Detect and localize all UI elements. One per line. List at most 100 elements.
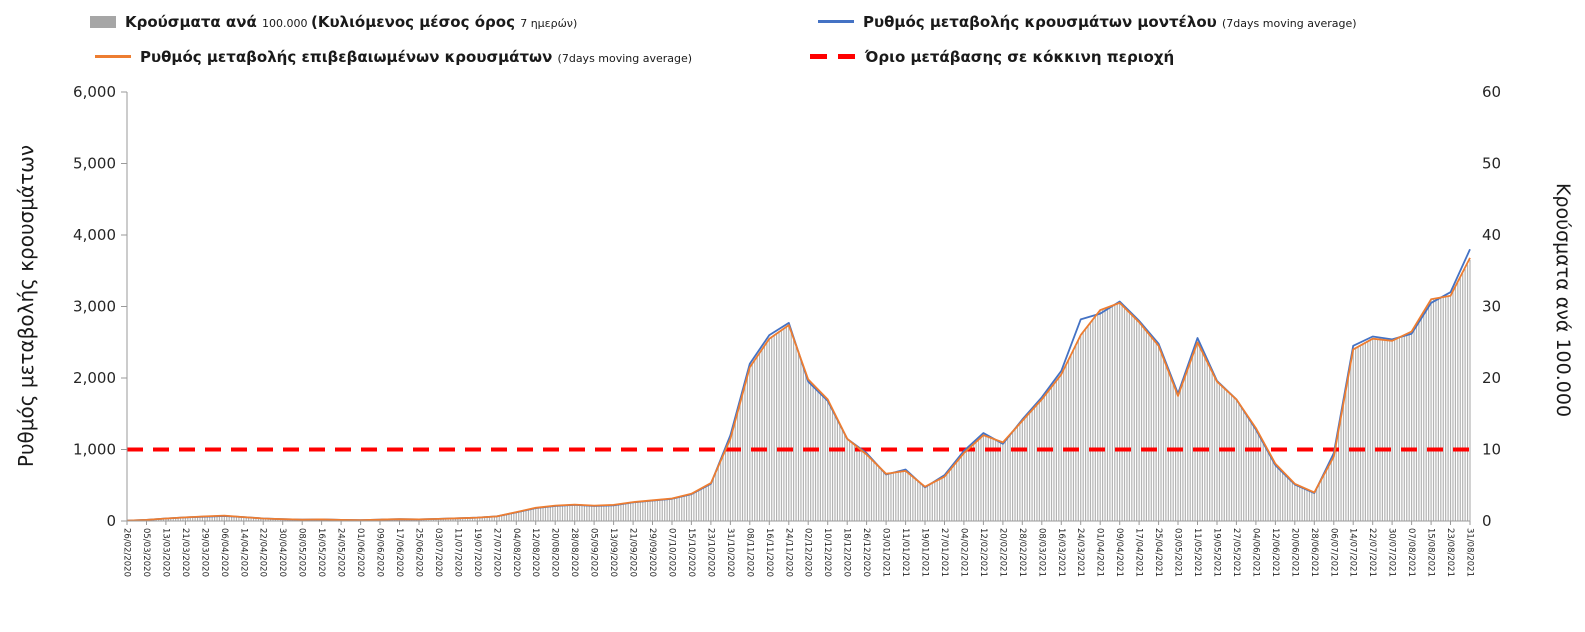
svg-text:6,000: 6,000 bbox=[73, 83, 116, 101]
bars-series bbox=[126, 260, 1471, 522]
svg-text:18/12/2020: 18/12/2020 bbox=[842, 528, 852, 577]
svg-text:22/07/2021: 22/07/2021 bbox=[1367, 528, 1377, 577]
svg-text:31/08/2021: 31/08/2021 bbox=[1465, 528, 1475, 577]
svg-text:16/05/2020: 16/05/2020 bbox=[316, 528, 326, 577]
svg-text:02/12/2020: 02/12/2020 bbox=[803, 528, 813, 577]
svg-text:28/08/2020: 28/08/2020 bbox=[569, 528, 579, 577]
svg-text:15/10/2020: 15/10/2020 bbox=[686, 528, 696, 577]
svg-text:29/09/2020: 29/09/2020 bbox=[647, 528, 657, 577]
svg-text:23/10/2020: 23/10/2020 bbox=[705, 528, 715, 577]
svg-text:14/07/2021: 14/07/2021 bbox=[1348, 528, 1358, 577]
svg-text:29/03/2020: 29/03/2020 bbox=[199, 528, 209, 577]
legend-swatch-line bbox=[818, 20, 854, 23]
svg-text:24/05/2020: 24/05/2020 bbox=[336, 528, 346, 577]
svg-text:01/04/2021: 01/04/2021 bbox=[1095, 528, 1105, 577]
svg-text:2,000: 2,000 bbox=[73, 369, 116, 387]
svg-text:5,000: 5,000 bbox=[73, 155, 116, 173]
svg-text:11/01/2021: 11/01/2021 bbox=[900, 528, 910, 577]
svg-text:15/08/2021: 15/08/2021 bbox=[1426, 528, 1436, 577]
svg-text:09/06/2020: 09/06/2020 bbox=[375, 528, 385, 577]
svg-text:23/08/2021: 23/08/2021 bbox=[1445, 528, 1455, 577]
svg-text:05/09/2020: 05/09/2020 bbox=[589, 528, 599, 577]
svg-text:08/03/2021: 08/03/2021 bbox=[1036, 528, 1046, 577]
legend-swatch-dash bbox=[810, 54, 856, 59]
svg-text:27/07/2020: 27/07/2020 bbox=[491, 528, 501, 577]
svg-text:21/09/2020: 21/09/2020 bbox=[628, 528, 638, 577]
svg-text:20/06/2021: 20/06/2021 bbox=[1289, 528, 1299, 577]
svg-text:13/03/2020: 13/03/2020 bbox=[160, 528, 170, 577]
svg-text:0: 0 bbox=[1482, 512, 1492, 530]
svg-text:20/08/2020: 20/08/2020 bbox=[550, 528, 560, 577]
svg-text:04/02/2021: 04/02/2021 bbox=[958, 528, 968, 577]
svg-text:19/07/2020: 19/07/2020 bbox=[472, 528, 482, 577]
svg-text:31/10/2020: 31/10/2020 bbox=[725, 528, 735, 577]
svg-text:4,000: 4,000 bbox=[73, 226, 116, 244]
svg-text:22/04/2020: 22/04/2020 bbox=[258, 528, 268, 577]
svg-text:12/02/2021: 12/02/2021 bbox=[978, 528, 988, 577]
svg-text:17/06/2020: 17/06/2020 bbox=[394, 528, 404, 577]
svg-text:04/08/2020: 04/08/2020 bbox=[511, 528, 521, 577]
legend-label: Ρυθμός μεταβολής κρουσμάτων μοντέλου (7d… bbox=[863, 13, 1357, 31]
svg-text:30: 30 bbox=[1482, 298, 1501, 316]
svg-text:3,000: 3,000 bbox=[73, 298, 116, 316]
svg-text:19/01/2021: 19/01/2021 bbox=[920, 528, 930, 577]
legend-label: Κρούσματα ανά 100.000 (Κυλιόμενος μέσος … bbox=[125, 13, 578, 31]
svg-text:24/03/2021: 24/03/2021 bbox=[1075, 528, 1085, 577]
svg-text:25/06/2020: 25/06/2020 bbox=[414, 528, 424, 577]
legend-swatch-bar bbox=[90, 15, 116, 28]
svg-text:50: 50 bbox=[1482, 155, 1501, 173]
svg-text:27/01/2021: 27/01/2021 bbox=[939, 528, 949, 577]
svg-text:13/09/2020: 13/09/2020 bbox=[608, 528, 618, 577]
left-axis-title: Ρυθμός μεταβολής κρουσμάτων bbox=[14, 144, 38, 468]
svg-text:11/07/2020: 11/07/2020 bbox=[452, 528, 462, 577]
svg-text:08/11/2020: 08/11/2020 bbox=[744, 528, 754, 577]
svg-text:27/05/2021: 27/05/2021 bbox=[1231, 528, 1241, 577]
confirmed-line bbox=[126, 257, 1471, 522]
svg-text:19/05/2021: 19/05/2021 bbox=[1212, 528, 1222, 577]
svg-text:06/04/2020: 06/04/2020 bbox=[219, 528, 229, 577]
svg-text:21/03/2020: 21/03/2020 bbox=[180, 528, 190, 577]
svg-text:16/03/2021: 16/03/2021 bbox=[1056, 528, 1066, 577]
svg-text:12/06/2021: 12/06/2021 bbox=[1270, 528, 1280, 577]
svg-text:40: 40 bbox=[1482, 226, 1501, 244]
legend-item: Ρυθμός μεταβολής επιβεβαιωμένων κρουσμάτ… bbox=[95, 47, 692, 66]
legend-swatch-line bbox=[95, 55, 131, 58]
svg-text:08/05/2020: 08/05/2020 bbox=[297, 528, 307, 577]
svg-text:10: 10 bbox=[1482, 441, 1501, 459]
axes bbox=[121, 91, 1471, 525]
left-axis-tick-labels: 0 1,000 2,000 3,000 4,000 5,000 6,000 bbox=[73, 83, 116, 530]
svg-text:14/04/2020: 14/04/2020 bbox=[238, 528, 248, 577]
svg-text:28/06/2021: 28/06/2021 bbox=[1309, 528, 1319, 577]
svg-text:30/07/2021: 30/07/2021 bbox=[1387, 528, 1397, 577]
svg-text:09/04/2021: 09/04/2021 bbox=[1114, 528, 1124, 577]
svg-text:07/08/2021: 07/08/2021 bbox=[1406, 528, 1416, 577]
svg-text:1,000: 1,000 bbox=[73, 441, 116, 459]
svg-text:20/02/2021: 20/02/2021 bbox=[997, 528, 1007, 577]
svg-text:26/12/2020: 26/12/2020 bbox=[861, 528, 871, 577]
legend-item: Κρούσματα ανά 100.000 (Κυλιόμενος μέσος … bbox=[90, 12, 577, 31]
svg-text:03/01/2021: 03/01/2021 bbox=[881, 528, 891, 577]
svg-text:04/06/2021: 04/06/2021 bbox=[1250, 528, 1260, 577]
svg-text:30/04/2020: 30/04/2020 bbox=[277, 528, 287, 577]
svg-text:20: 20 bbox=[1482, 369, 1501, 387]
legend-item: Όριο μετάβασης σε κόκκινη περιοχή bbox=[810, 47, 1174, 66]
svg-text:12/08/2020: 12/08/2020 bbox=[530, 528, 540, 577]
legend-label: Όριο μετάβασης σε κόκκινη περιοχή bbox=[865, 48, 1175, 66]
svg-text:07/10/2020: 07/10/2020 bbox=[667, 528, 677, 577]
svg-text:11/05/2021: 11/05/2021 bbox=[1192, 528, 1202, 577]
svg-text:16/11/2020: 16/11/2020 bbox=[764, 528, 774, 577]
svg-text:03/05/2021: 03/05/2021 bbox=[1173, 528, 1183, 577]
svg-text:28/02/2021: 28/02/2021 bbox=[1017, 528, 1027, 577]
svg-text:25/04/2021: 25/04/2021 bbox=[1153, 528, 1163, 577]
legend-label: Ρυθμός μεταβολής επιβεβαιωμένων κρουσμάτ… bbox=[140, 48, 693, 66]
svg-text:03/07/2020: 03/07/2020 bbox=[433, 528, 443, 577]
svg-text:60: 60 bbox=[1482, 83, 1501, 101]
svg-text:0: 0 bbox=[106, 512, 116, 530]
right-axis-tick-labels: 0 10 20 30 40 50 60 bbox=[1482, 83, 1501, 530]
svg-text:10/12/2020: 10/12/2020 bbox=[822, 528, 832, 577]
legend-item: Ρυθμός μεταβολής κρουσμάτων μοντέλου (7d… bbox=[818, 12, 1357, 31]
x-axis-tick-labels: 26/02/2020 05/03/2020 13/03/2020 21/03/2020… bbox=[122, 528, 1475, 577]
